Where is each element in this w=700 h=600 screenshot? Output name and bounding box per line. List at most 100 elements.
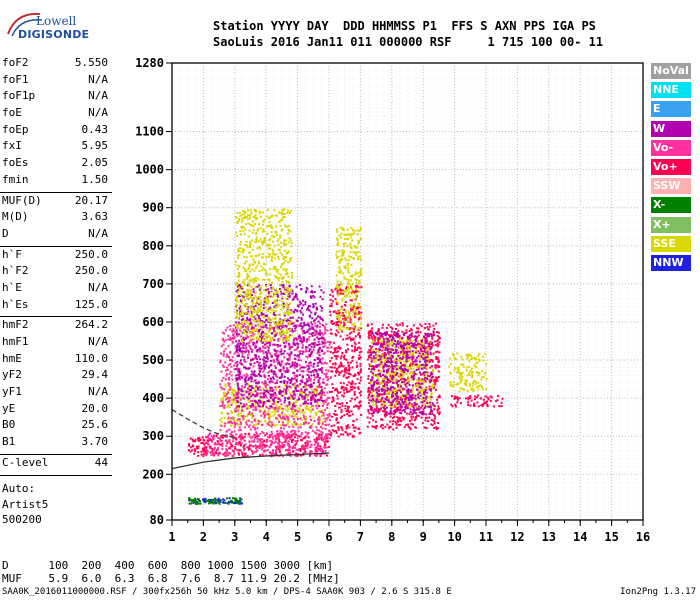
data-point — [294, 410, 297, 413]
data-point — [251, 358, 254, 361]
data-point — [301, 346, 304, 349]
data-point — [260, 265, 263, 268]
data-point — [433, 340, 436, 343]
data-point — [337, 324, 340, 327]
data-point — [240, 441, 243, 444]
data-point — [258, 385, 261, 388]
data-point — [354, 293, 357, 296]
data-point — [315, 400, 318, 403]
param-value: 20.0 — [81, 401, 109, 415]
data-point — [230, 365, 233, 368]
data-point — [358, 401, 361, 404]
data-point — [224, 451, 227, 454]
data-point — [300, 409, 303, 412]
data-point — [351, 349, 354, 352]
data-point — [273, 410, 276, 413]
data-point — [419, 323, 422, 326]
data-point — [260, 284, 263, 287]
data-point — [254, 266, 257, 269]
data-point — [377, 369, 380, 372]
data-point — [248, 441, 251, 444]
data-point — [235, 349, 238, 352]
data-point — [271, 256, 274, 259]
data-point — [266, 383, 269, 386]
data-point — [263, 218, 266, 221]
data-point — [336, 369, 339, 372]
data-point — [236, 256, 239, 259]
data-point — [193, 440, 196, 443]
data-point — [267, 407, 270, 410]
data-point — [323, 351, 326, 354]
data-point — [272, 310, 275, 313]
data-point — [368, 363, 371, 366]
data-point — [251, 326, 254, 329]
data-point — [330, 321, 333, 324]
data-point — [309, 354, 312, 357]
data-point — [258, 408, 261, 411]
data-point — [290, 312, 293, 315]
data-point — [391, 327, 394, 330]
data-point — [345, 337, 348, 340]
data-point — [315, 426, 318, 429]
data-point — [241, 352, 244, 355]
data-point — [265, 284, 268, 287]
data-point — [233, 337, 236, 340]
data-point — [323, 337, 326, 340]
data-point — [348, 314, 351, 317]
data-point — [219, 386, 222, 389]
data-point — [229, 443, 232, 446]
data-point — [269, 338, 272, 341]
data-point — [292, 397, 295, 400]
data-point — [411, 423, 414, 426]
data-point — [305, 355, 308, 358]
data-point — [280, 218, 283, 221]
data-point — [258, 317, 261, 320]
data-point — [345, 358, 348, 361]
data-point — [253, 380, 256, 383]
data-point — [351, 310, 354, 313]
data-point — [294, 387, 297, 390]
data-point — [247, 350, 250, 353]
data-point — [344, 318, 347, 321]
data-point — [267, 371, 270, 374]
data-point — [268, 294, 271, 297]
data-point — [261, 331, 264, 334]
data-point — [235, 368, 238, 371]
data-point — [189, 450, 192, 453]
data-point — [268, 421, 271, 424]
data-point — [263, 375, 266, 378]
data-point — [403, 388, 406, 391]
data-point — [329, 390, 332, 393]
data-point — [235, 295, 238, 298]
data-point — [370, 356, 373, 359]
data-point — [317, 315, 320, 318]
data-point — [274, 434, 277, 437]
data-point — [241, 321, 244, 324]
data-point — [310, 443, 313, 446]
data-point — [339, 324, 342, 327]
data-point — [341, 404, 344, 407]
data-point — [207, 435, 210, 438]
data-point — [236, 405, 239, 408]
data-point — [236, 254, 239, 257]
data-point — [408, 347, 411, 350]
data-point — [331, 363, 334, 366]
data-point — [311, 429, 314, 432]
data-point — [392, 333, 395, 336]
data-point — [341, 227, 344, 230]
data-point — [339, 281, 342, 284]
data-point — [327, 346, 330, 349]
data-point — [273, 343, 276, 346]
data-point — [259, 322, 262, 325]
data-point — [228, 400, 231, 403]
data-point — [256, 440, 259, 443]
data-point — [256, 216, 259, 219]
auto-artist: Artist5 — [2, 497, 49, 511]
data-point — [267, 340, 270, 343]
data-point — [239, 229, 242, 232]
data-point — [221, 404, 224, 407]
data-point — [379, 408, 382, 411]
param-key: foF1p — [2, 89, 36, 103]
data-point — [254, 344, 257, 347]
data-point — [282, 352, 285, 355]
